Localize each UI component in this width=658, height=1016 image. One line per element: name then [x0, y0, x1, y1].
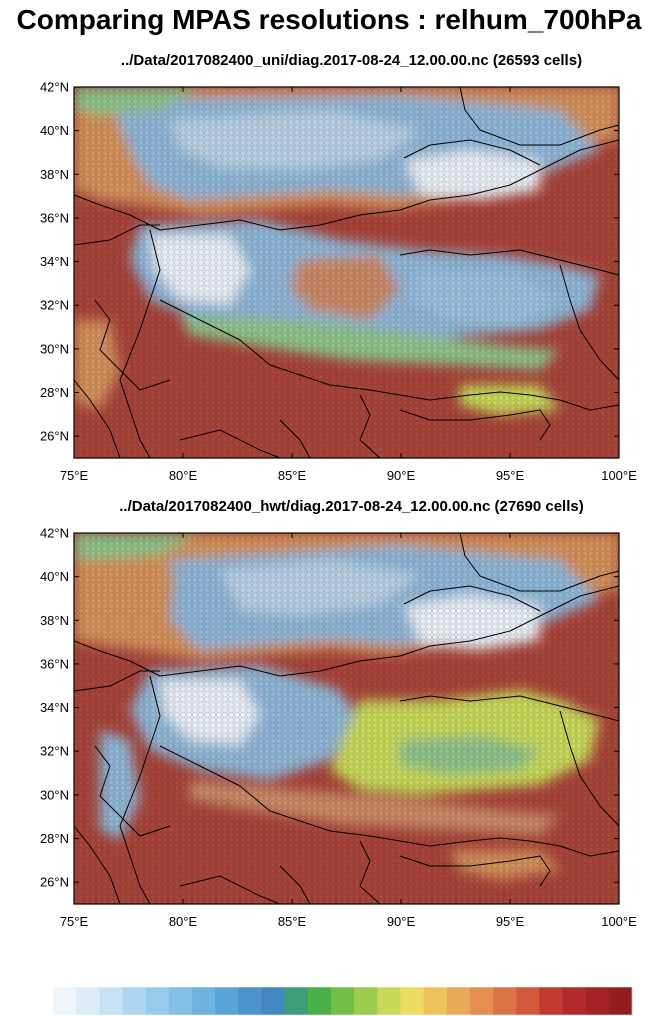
- panel-2-subtitle: ../Data/2017082400_hwt/diag.2017-08-24_1…: [119, 498, 584, 515]
- colorbar-swatch: [516, 987, 540, 1015]
- lat-label: 26°N: [40, 875, 69, 890]
- lat-label: 32°N: [40, 744, 69, 759]
- colorbar-swatch: [53, 987, 77, 1015]
- lon-label: 75°E: [60, 914, 89, 929]
- colorbar-swatch: [377, 987, 401, 1015]
- colorbar-frame: [29, 986, 633, 1016]
- colorbar-swatch: [284, 987, 309, 1015]
- figure-title: Comparing MPAS resolutions : relhum_700h…: [16, 4, 642, 35]
- panel-1-axis-ticks: 42°N 40°N 38°N 36°N 34°N 32°N 30°N 28°N 26°N 75°E…: [40, 80, 637, 484]
- colorbar-swatch: [192, 987, 216, 1015]
- lat-label: 40°N: [40, 569, 69, 584]
- colorbar-swatch: [215, 987, 239, 1015]
- lon-label: 95°E: [496, 914, 525, 929]
- lon-label: 80°E: [169, 914, 198, 929]
- lat-label: 32°N: [40, 298, 69, 313]
- map-panel-2: 42°N 40°N 38°N 36°N 34°N 32°N 30°N 28°N 26°N 75°E…: [40, 526, 637, 930]
- panel-2-frame: [73, 532, 620, 905]
- lat-label: 28°N: [40, 385, 69, 400]
- colorbar-swatch: [145, 987, 170, 1015]
- colorbar-swatch: [446, 987, 471, 1015]
- lon-label: 90°E: [387, 468, 416, 483]
- panel-1-frame: [73, 86, 620, 459]
- lat-label: 30°N: [40, 787, 69, 802]
- lon-label: 80°E: [169, 468, 198, 483]
- lat-label: 42°N: [40, 526, 69, 541]
- lat-label: 34°N: [40, 254, 69, 269]
- panel-1-subtitle: ../Data/2017082400_uni/diag.2017-08-24_1…: [120, 52, 583, 69]
- lat-label: 36°N: [40, 656, 69, 671]
- colorbar: 1720232629323538414447505356596265687174…: [29, 986, 633, 1016]
- lat-label: 38°N: [40, 613, 69, 628]
- map-panel-1: 42°N 40°N 38°N 36°N 34°N 32°N 30°N 28°N 26°N 75°E…: [40, 80, 637, 484]
- lon-label: 100°E: [601, 914, 637, 929]
- lon-label: 100°E: [601, 468, 637, 483]
- colorbar-swatch: [423, 987, 448, 1015]
- colorbar-swatch: [354, 987, 378, 1015]
- lon-label: 75°E: [60, 468, 89, 483]
- colorbar-swatch: [307, 987, 332, 1015]
- colorbar-swatch: [76, 987, 100, 1015]
- lon-label: 90°E: [387, 914, 416, 929]
- colorbar-swatch: [122, 987, 147, 1015]
- panel-1-field: [74, 87, 619, 458]
- lat-label: 36°N: [40, 210, 69, 225]
- lat-label: 40°N: [40, 123, 69, 138]
- colorbar-swatch: [608, 987, 633, 1015]
- lon-label: 95°E: [496, 468, 525, 483]
- lat-label: 26°N: [40, 429, 69, 444]
- colorbar-swatch: [99, 987, 123, 1015]
- lat-label: 30°N: [40, 341, 69, 356]
- lat-label: 38°N: [40, 167, 69, 182]
- colorbar-swatch: [238, 987, 262, 1015]
- lon-label: 85°E: [278, 914, 307, 929]
- colorbar-swatch: [331, 987, 355, 1015]
- colorbar-swatch: [168, 987, 193, 1015]
- colorbar-swatch: [562, 987, 586, 1015]
- colorbar-swatch: [539, 987, 563, 1015]
- colorbar-swatch: [469, 987, 494, 1015]
- lon-label: 85°E: [278, 468, 307, 483]
- colorbar-swatch: [30, 987, 54, 1015]
- lat-label: 28°N: [40, 831, 69, 846]
- panel-2-field: [74, 533, 619, 904]
- colorbar-swatch: [400, 987, 424, 1015]
- panel-2-axis-ticks: 42°N 40°N 38°N 36°N 34°N 32°N 30°N 28°N 26°N 75°E…: [40, 526, 637, 930]
- colorbar-swatch: [493, 987, 517, 1015]
- colorbar-swatch: [585, 987, 610, 1015]
- lat-label: 34°N: [40, 700, 69, 715]
- colorbar-swatch: [261, 987, 285, 1015]
- lat-label: 42°N: [40, 80, 69, 95]
